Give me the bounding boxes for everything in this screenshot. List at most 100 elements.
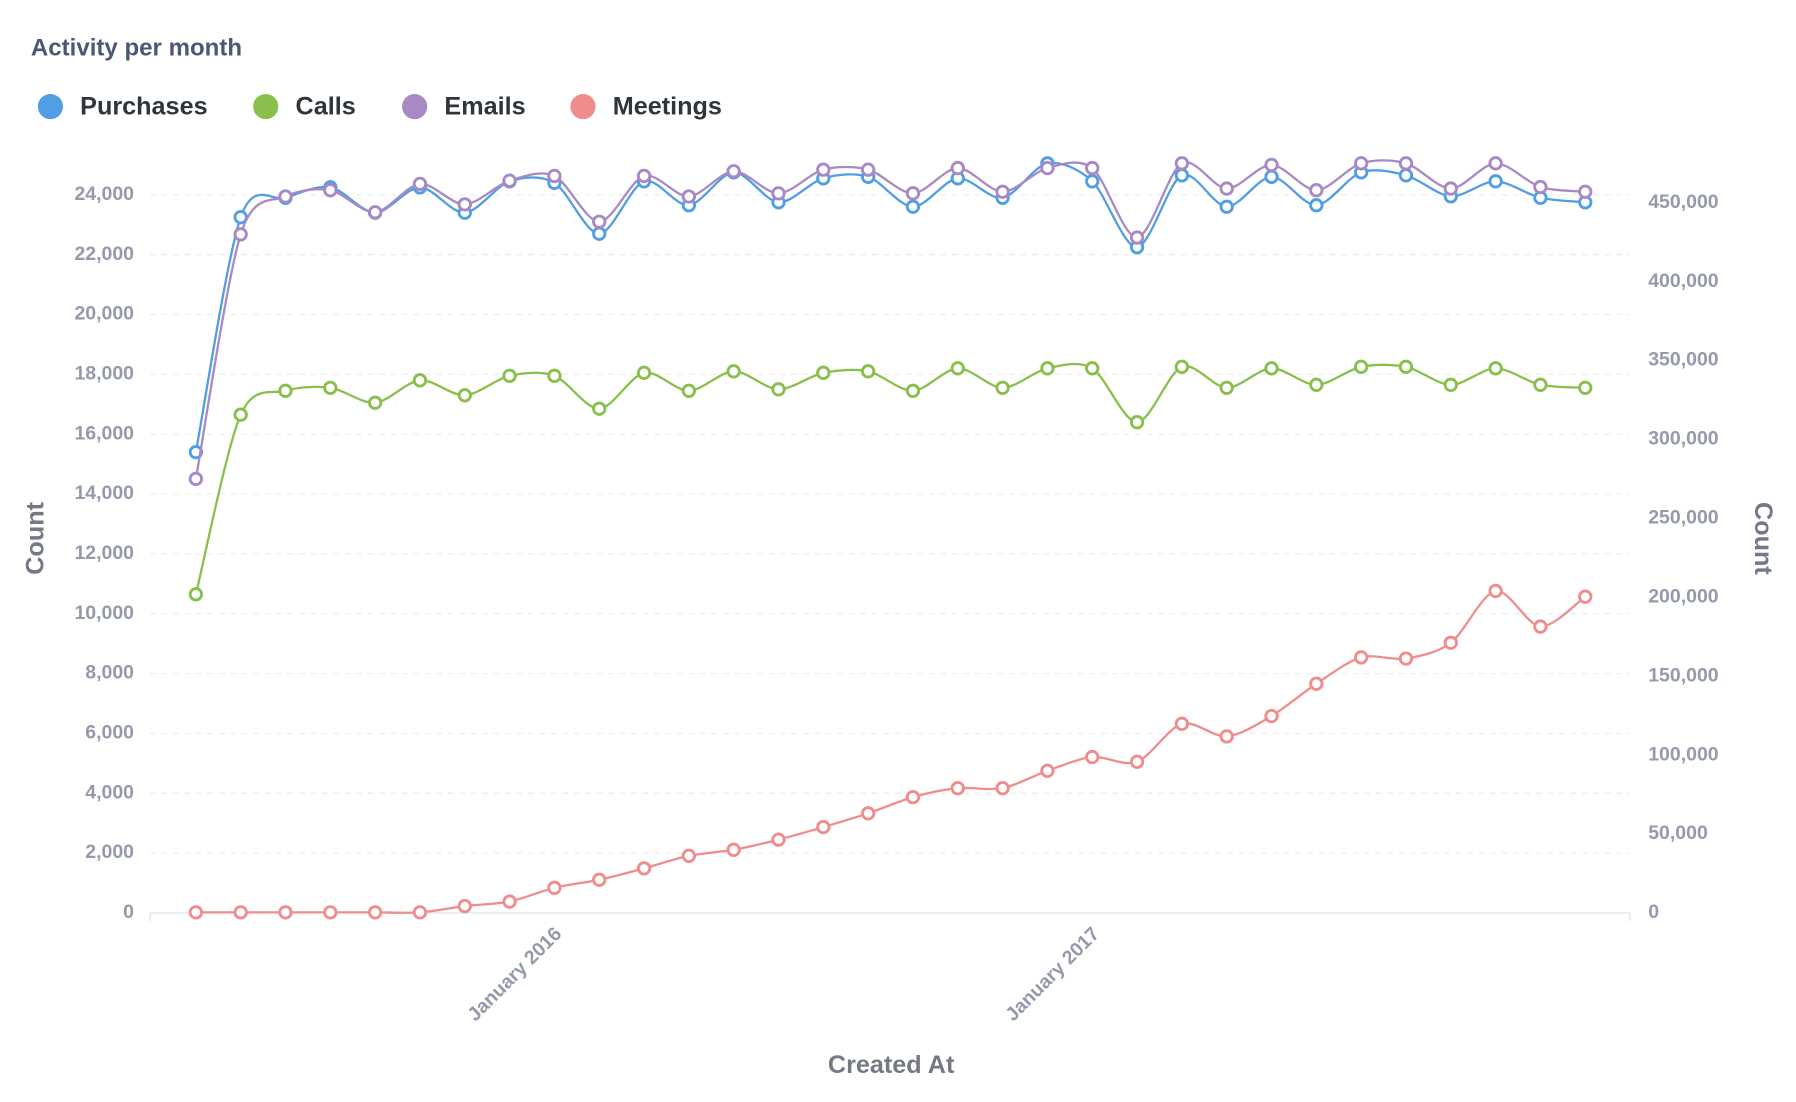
data-point bbox=[233, 905, 248, 920]
data-point bbox=[1174, 168, 1190, 183]
data-point bbox=[412, 373, 428, 388]
series-line bbox=[194, 159, 1586, 480]
y-tick-label: 2,000 bbox=[85, 841, 134, 863]
data-point bbox=[1085, 160, 1100, 176]
data-point bbox=[592, 214, 607, 229]
data-point bbox=[1533, 179, 1548, 195]
series-line bbox=[194, 362, 1586, 595]
data-point bbox=[1309, 198, 1324, 213]
data-point bbox=[233, 227, 248, 242]
data-point bbox=[1219, 380, 1234, 395]
data-point bbox=[323, 183, 338, 198]
data-point bbox=[1040, 361, 1055, 376]
data-point bbox=[950, 781, 965, 796]
data-point bbox=[726, 842, 741, 857]
data-point bbox=[278, 189, 293, 204]
legend-label: Purchases bbox=[80, 92, 207, 120]
data-point bbox=[323, 905, 338, 920]
data-point bbox=[1085, 174, 1100, 189]
data-point bbox=[1309, 377, 1324, 392]
data-point bbox=[1040, 763, 1055, 778]
data-point bbox=[188, 905, 204, 920]
data-point bbox=[1488, 156, 1503, 171]
x-axis-title: Created At bbox=[828, 1051, 955, 1079]
data-point bbox=[592, 872, 607, 887]
data-point bbox=[1264, 361, 1279, 376]
data-point bbox=[995, 184, 1010, 199]
data-point bbox=[905, 199, 921, 214]
data-point bbox=[412, 905, 428, 920]
data-point bbox=[636, 168, 652, 184]
data-point bbox=[1488, 361, 1503, 376]
y2-tick-label: 300,000 bbox=[1648, 428, 1719, 450]
data-point bbox=[323, 380, 338, 395]
data-point bbox=[681, 383, 697, 398]
data-point bbox=[1398, 156, 1414, 171]
y2-axis-title: Count bbox=[1749, 502, 1777, 575]
data-point bbox=[816, 162, 831, 177]
data-point bbox=[278, 383, 293, 398]
data-point bbox=[1353, 650, 1369, 665]
y2-tick-label: 150,000 bbox=[1648, 664, 1719, 686]
data-point bbox=[188, 587, 204, 602]
data-point bbox=[1085, 749, 1100, 765]
data-point bbox=[1578, 184, 1593, 199]
data-point bbox=[681, 848, 697, 863]
data-point bbox=[1085, 361, 1100, 376]
y2-tick-label: 0 bbox=[1648, 901, 1659, 923]
data-point bbox=[412, 176, 428, 192]
data-point bbox=[1264, 169, 1279, 184]
data-point bbox=[1488, 583, 1503, 599]
data-point bbox=[1533, 619, 1548, 634]
data-point bbox=[816, 365, 831, 380]
data-point bbox=[1264, 708, 1279, 724]
data-point bbox=[950, 361, 965, 376]
y2-tick-label: 250,000 bbox=[1648, 507, 1719, 529]
y2-tick-label: 350,000 bbox=[1648, 349, 1719, 371]
data-point bbox=[1533, 377, 1548, 392]
data-point bbox=[1443, 635, 1458, 650]
data-point bbox=[726, 164, 741, 179]
y-tick-label: 24,000 bbox=[74, 183, 134, 205]
data-point bbox=[1443, 377, 1458, 392]
y-tick-label: 8,000 bbox=[85, 662, 134, 684]
y-tick-label: 4,000 bbox=[85, 781, 134, 803]
data-point bbox=[1309, 676, 1324, 691]
data-point bbox=[636, 365, 652, 380]
legend-dot bbox=[570, 93, 596, 120]
data-point bbox=[278, 905, 293, 920]
data-point bbox=[367, 395, 383, 410]
data-point bbox=[502, 368, 517, 383]
legend-dot bbox=[253, 93, 279, 120]
data-point bbox=[995, 380, 1010, 395]
data-point bbox=[1398, 359, 1414, 374]
y-tick-label: 14,000 bbox=[74, 482, 134, 504]
data-point bbox=[1174, 156, 1190, 171]
data-point bbox=[457, 388, 472, 403]
data-point bbox=[950, 160, 965, 176]
y-axis-title: Count bbox=[21, 501, 49, 574]
data-point bbox=[1174, 716, 1190, 731]
legend-dot bbox=[402, 93, 428, 120]
data-point bbox=[457, 898, 472, 914]
data-point bbox=[592, 401, 607, 416]
data-point bbox=[995, 781, 1010, 796]
y-tick-label: 0 bbox=[123, 901, 134, 923]
data-point bbox=[188, 444, 204, 460]
data-point bbox=[1219, 729, 1234, 744]
series-line bbox=[195, 589, 1586, 914]
y-tick-label: 10,000 bbox=[74, 602, 134, 624]
y-tick-label: 6,000 bbox=[85, 722, 134, 744]
data-point bbox=[681, 189, 697, 204]
data-point bbox=[1488, 174, 1503, 189]
y2-tick-label: 450,000 bbox=[1648, 191, 1719, 213]
y-tick-label: 18,000 bbox=[74, 362, 134, 384]
data-point bbox=[905, 383, 921, 398]
legend-label: Emails bbox=[444, 92, 525, 120]
x-tick-label: January 2016 bbox=[463, 923, 566, 1026]
data-point bbox=[547, 368, 562, 383]
data-point bbox=[771, 382, 786, 397]
series-line bbox=[194, 161, 1586, 453]
